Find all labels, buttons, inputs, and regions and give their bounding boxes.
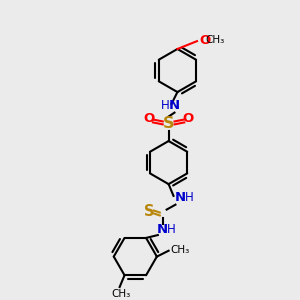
Text: N: N: [169, 99, 180, 112]
Text: O: O: [143, 112, 155, 125]
Text: S: S: [144, 204, 154, 219]
Text: O: O: [183, 112, 194, 125]
Text: H: H: [185, 191, 194, 204]
Text: N: N: [157, 223, 168, 236]
Text: N: N: [175, 191, 186, 204]
Text: CH₃: CH₃: [206, 35, 225, 45]
Text: CH₃: CH₃: [111, 289, 130, 299]
Text: H: H: [161, 99, 170, 112]
Text: CH₃: CH₃: [171, 245, 190, 255]
Text: S: S: [163, 116, 174, 131]
Text: O: O: [199, 34, 210, 47]
Text: H: H: [167, 223, 176, 236]
